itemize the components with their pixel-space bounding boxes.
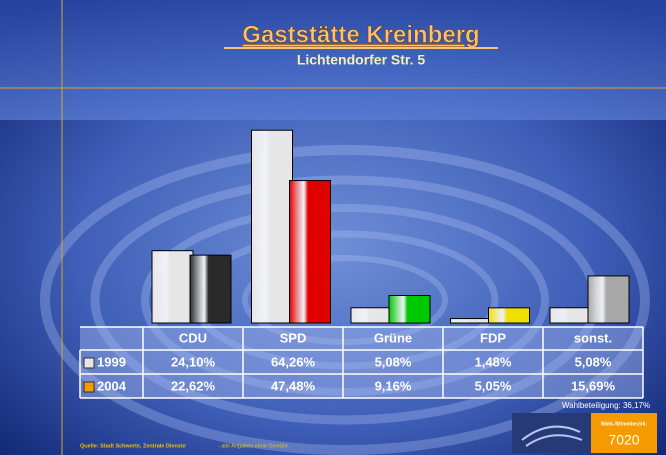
bar (151, 250, 194, 324)
value-label: 47,48% (271, 378, 316, 393)
emblem-box (512, 413, 592, 453)
column-header: FDP (480, 330, 506, 345)
bar (450, 318, 492, 324)
value-label: 9,16% (375, 378, 412, 393)
source: Quelle: Stadt Schwerte, Zentrale Dienste (80, 443, 186, 449)
legend-label: 1999 (97, 354, 126, 369)
legend-swatch (83, 381, 95, 393)
bar (388, 295, 431, 324)
column-header: CDU (179, 330, 207, 345)
bar (587, 275, 630, 324)
value-label: 1,48% (475, 354, 512, 369)
bar (549, 307, 592, 324)
district: 7020 (608, 432, 639, 448)
bar (350, 307, 393, 324)
bar (189, 254, 232, 324)
value-label: 5,08% (375, 354, 412, 369)
background-top (0, 0, 666, 120)
disclaimer: - alle Angaben ohne Gewähr (218, 443, 288, 449)
column-header: sonst. (574, 330, 612, 345)
column-header: SPD (280, 330, 307, 345)
legend-swatch (83, 357, 95, 369)
bar (289, 180, 331, 324)
value-label: 5,08% (575, 354, 612, 369)
turnout: Wahlbeteiligung: 36,17% (562, 401, 650, 410)
table-bg (80, 327, 643, 398)
bar (251, 129, 293, 324)
legend-label: 2004 (97, 378, 127, 393)
value-label: 5,05% (475, 378, 512, 393)
bar (488, 307, 530, 324)
value-label: 64,26% (271, 354, 316, 369)
value-label: 22,62% (171, 378, 216, 393)
district-box (591, 413, 657, 453)
value-label: 15,69% (571, 378, 616, 393)
chart-subtitle: Lichtendorfer Str. 5 (297, 52, 426, 68)
chart-title: Gaststätte Kreinberg (242, 21, 479, 48)
district-label: Wahl-/Stimmbezirk: (601, 421, 648, 427)
emblem (521, 425, 583, 447)
column-header: Grüne (374, 330, 412, 345)
value-label: 24,10% (171, 354, 216, 369)
